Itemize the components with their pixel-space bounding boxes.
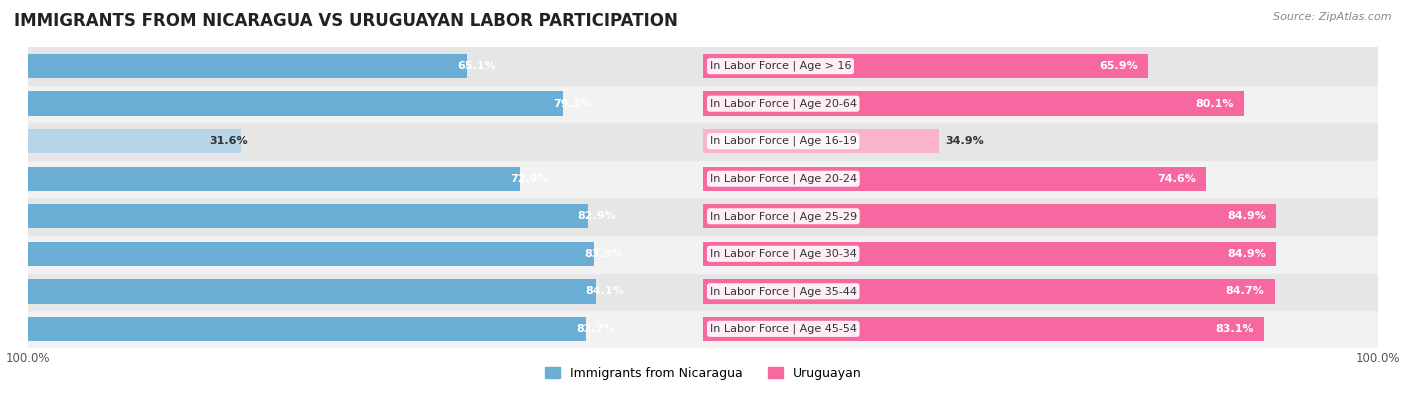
Text: 84.1%: 84.1% [585, 286, 624, 296]
Bar [28, 279, 596, 303]
Text: In Labor Force | Age 45-54: In Labor Force | Age 45-54 [710, 324, 856, 334]
Bar [28, 242, 595, 266]
Bar [28, 310, 703, 348]
Text: In Labor Force | Age 35-44: In Labor Force | Age 35-44 [710, 286, 856, 297]
Bar [703, 47, 1378, 85]
Bar [28, 167, 520, 191]
Bar [28, 54, 467, 78]
Bar [28, 160, 703, 198]
Bar [703, 317, 1264, 341]
Bar [28, 273, 703, 310]
Bar [703, 235, 1378, 273]
Bar [28, 198, 703, 235]
Text: 83.9%: 83.9% [585, 249, 623, 259]
Bar [703, 273, 1378, 310]
Text: 72.9%: 72.9% [510, 174, 548, 184]
Bar [703, 129, 939, 153]
Text: 84.9%: 84.9% [1227, 211, 1265, 221]
Bar [28, 122, 703, 160]
Bar [703, 85, 1378, 122]
Bar [28, 235, 703, 273]
Bar [28, 47, 703, 85]
Bar [703, 122, 1378, 160]
Text: In Labor Force | Age 30-34: In Labor Force | Age 30-34 [710, 248, 856, 259]
Bar [703, 279, 1275, 303]
Text: 82.9%: 82.9% [578, 211, 616, 221]
Bar [703, 167, 1206, 191]
Bar [703, 310, 1378, 348]
Text: 74.6%: 74.6% [1157, 174, 1197, 184]
Text: 65.1%: 65.1% [457, 61, 496, 71]
Text: Source: ZipAtlas.com: Source: ZipAtlas.com [1274, 12, 1392, 22]
Bar [703, 54, 1147, 78]
Bar [28, 85, 703, 122]
Text: In Labor Force | Age 16-19: In Labor Force | Age 16-19 [710, 136, 856, 147]
Legend: Immigrants from Nicaragua, Uruguayan: Immigrants from Nicaragua, Uruguayan [540, 362, 866, 385]
Text: IMMIGRANTS FROM NICARAGUA VS URUGUAYAN LABOR PARTICIPATION: IMMIGRANTS FROM NICARAGUA VS URUGUAYAN L… [14, 12, 678, 30]
Bar [703, 92, 1243, 116]
Bar [28, 129, 242, 153]
Text: In Labor Force | Age 20-64: In Labor Force | Age 20-64 [710, 98, 856, 109]
Text: 79.3%: 79.3% [553, 99, 592, 109]
Text: 82.7%: 82.7% [576, 324, 614, 334]
Text: 83.1%: 83.1% [1215, 324, 1254, 334]
Bar [28, 317, 586, 341]
Text: 84.7%: 84.7% [1226, 286, 1264, 296]
Text: In Labor Force | Age 25-29: In Labor Force | Age 25-29 [710, 211, 856, 222]
Text: 65.9%: 65.9% [1099, 61, 1137, 71]
Bar [28, 92, 564, 116]
Bar [703, 160, 1378, 198]
Bar [703, 242, 1277, 266]
Text: 31.6%: 31.6% [209, 136, 247, 146]
Text: 84.9%: 84.9% [1227, 249, 1265, 259]
Bar [703, 198, 1378, 235]
Text: In Labor Force | Age 20-24: In Labor Force | Age 20-24 [710, 173, 856, 184]
Bar [28, 204, 588, 228]
Bar [703, 204, 1277, 228]
Text: 80.1%: 80.1% [1195, 99, 1233, 109]
Text: 34.9%: 34.9% [945, 136, 984, 146]
Text: In Labor Force | Age > 16: In Labor Force | Age > 16 [710, 61, 851, 71]
